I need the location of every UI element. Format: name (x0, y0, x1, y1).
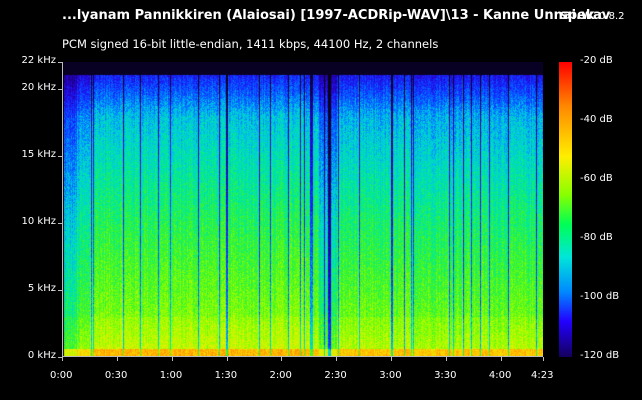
frequency-tick-label: 5 kHz (27, 282, 56, 294)
time-tick-label: 3:00 (379, 370, 402, 381)
time-tick (171, 357, 173, 361)
app-version: 0.8.2 (599, 11, 625, 22)
time-tick (543, 357, 544, 361)
colorbar-tick-label: -60 dB (580, 173, 613, 184)
time-tick (281, 357, 283, 361)
time-tick (446, 357, 448, 361)
audio-format-info: PCM signed 16-bit little-endian, 1411 kb… (62, 37, 439, 51)
time-tick (116, 357, 118, 361)
file-title: ...lyanam Pannikkiren (Alaiosai) [1997-A… (62, 8, 611, 23)
frequency-tick (58, 155, 62, 157)
colorbar-tick-label: -40 dB (580, 114, 613, 125)
time-tick-label: 0:00 (50, 370, 73, 381)
frequency-tick-label: 22 kHz (21, 55, 56, 66)
spectrogram[interactable] (62, 62, 543, 357)
time-tick-label: 2:30 (324, 370, 347, 381)
colorbar-tick-label: -20 dB (580, 55, 613, 66)
app-name: spek 0.8.2 (560, 8, 625, 23)
frequency-tick-label: 15 kHz (21, 148, 56, 160)
frequency-tick (58, 88, 62, 90)
title-bar: ...lyanam Pannikkiren (Alaiosai) [1997-A… (0, 8, 642, 28)
time-tick-label: 3:30 (434, 370, 457, 381)
time-tick (226, 357, 228, 361)
time-tick-label: 4:23 (531, 370, 554, 381)
app-name-label: spek (560, 8, 595, 23)
colorbar-tick-label: -80 dB (580, 232, 613, 243)
colorbar-tick-label: -120 dB (580, 350, 620, 361)
frequency-tick (58, 222, 62, 224)
time-tick (391, 357, 393, 361)
frequency-tick (58, 62, 62, 63)
frequency-tick (58, 357, 62, 358)
time-tick-label: 0:30 (104, 370, 128, 381)
time-tick-label: 2:00 (269, 370, 292, 381)
frequency-tick-label: 10 kHz (21, 215, 56, 227)
time-tick-label: 1:30 (214, 370, 238, 381)
spectrogram-canvas[interactable] (62, 62, 543, 357)
frequency-tick-label: 0 kHz (27, 350, 56, 361)
frequency-tick (58, 289, 62, 291)
time-tick-label: 1:00 (159, 370, 183, 381)
time-tick-label: 4:00 (488, 370, 512, 381)
frequency-tick-label: 20 kHz (21, 81, 56, 93)
colorbar (559, 62, 572, 357)
time-tick (500, 357, 502, 361)
time-tick (62, 357, 63, 361)
colorbar-tick-label: -100 dB (580, 291, 620, 302)
time-tick (336, 357, 338, 361)
